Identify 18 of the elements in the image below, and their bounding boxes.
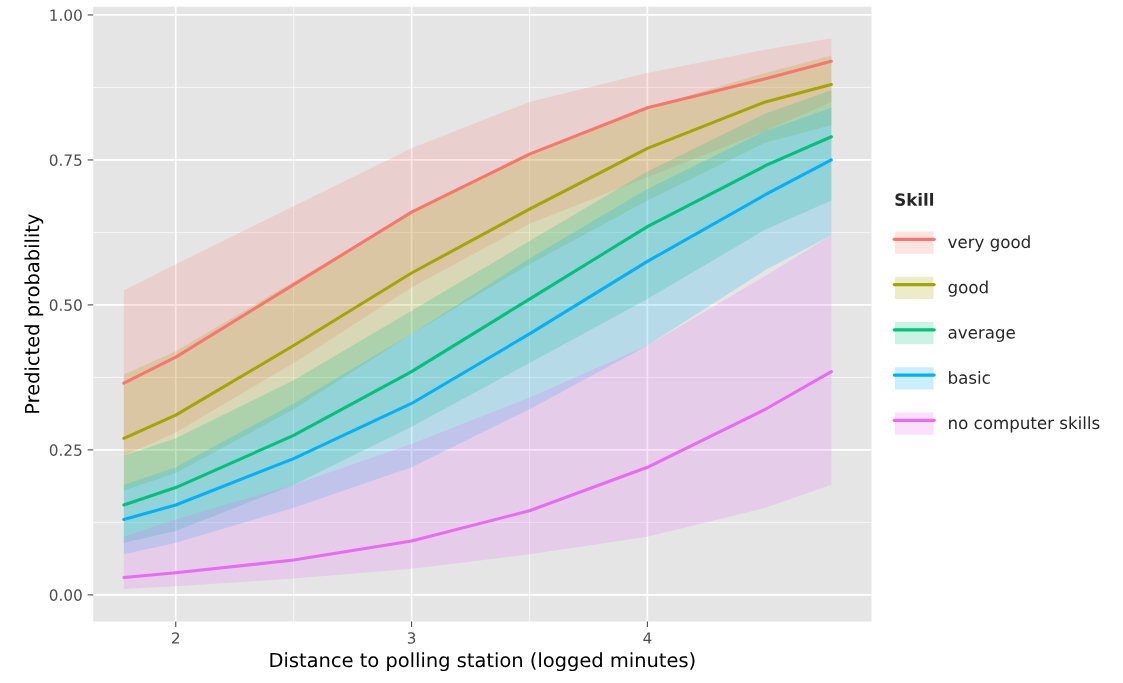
legend-label: good — [948, 280, 988, 297]
y-axis-title: Predicted probability — [24, 214, 44, 413]
x-tick-label: 3 — [407, 632, 416, 644]
legend-title: Skill — [895, 192, 934, 206]
y-tick-label: 0.75 — [49, 154, 82, 166]
x-axis-title: Distance to polling station (logged minutes) — [270, 652, 695, 672]
y-tick-label: 0.50 — [49, 299, 82, 311]
y-tick-label: 0.25 — [49, 444, 82, 456]
legend-label: no computer skills — [949, 416, 1100, 433]
y-tick-label: 0.00 — [49, 589, 82, 601]
x-tick-label: 2 — [172, 632, 180, 644]
x-tick-label: 4 — [643, 632, 652, 644]
y-tick-label: 1.00 — [50, 9, 82, 21]
legend-label: average — [948, 329, 1015, 342]
line-series — [122, 370, 833, 579]
legend-label: basic — [949, 371, 990, 384]
legend-label: very good — [948, 235, 1030, 252]
line-series — [122, 59, 833, 385]
